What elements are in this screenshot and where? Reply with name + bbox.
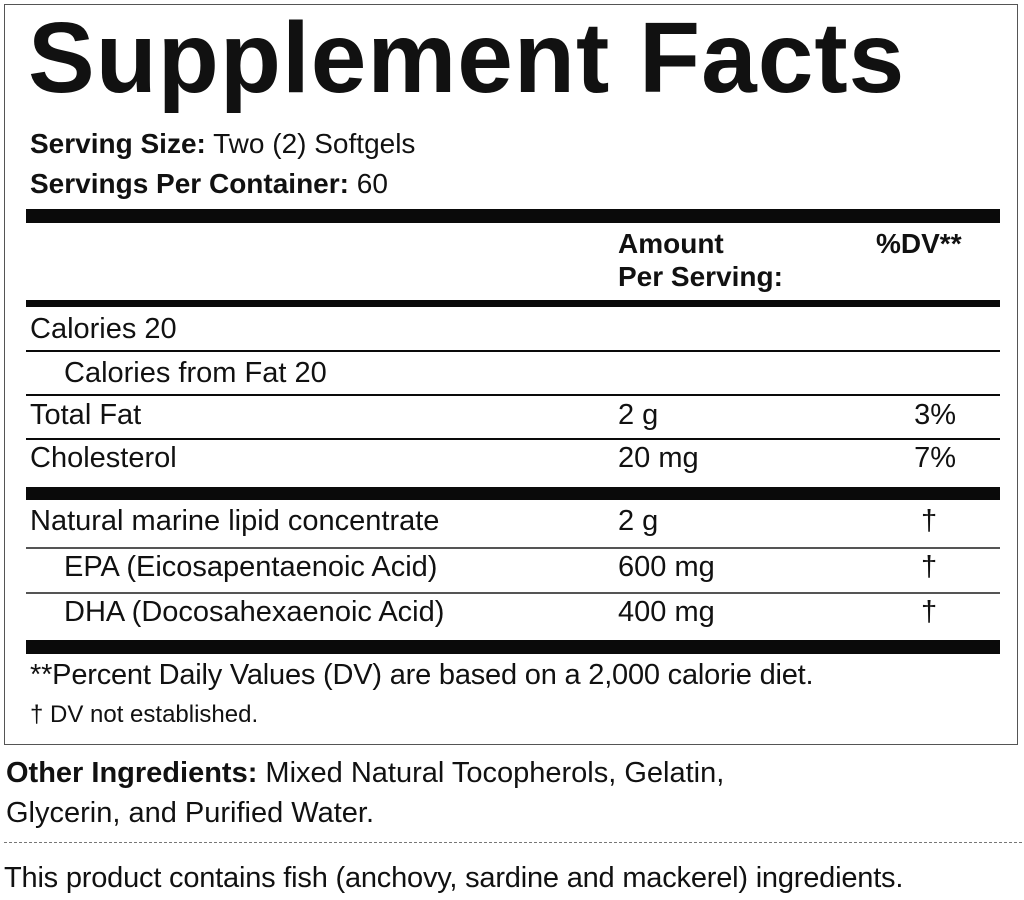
row-name: Calories from Fat 20 [64, 357, 327, 389]
row-amount: 400 mg [618, 596, 715, 628]
row-amount: 2 g [618, 505, 659, 537]
row-name: Total Fat [30, 399, 142, 431]
row-amount: 600 mg [618, 551, 715, 583]
row-name: Calories 20 [30, 313, 177, 345]
row-dv: 7% [914, 442, 956, 474]
divider-thin [26, 438, 1000, 440]
servings-per-container-label: Servings Per Container: [30, 168, 349, 199]
divider-medium [26, 300, 1000, 307]
divider-thin [26, 350, 1000, 352]
other-ingredients-label: Other Ingredients: [6, 757, 258, 789]
other-ingredients: Other Ingredients: Mixed Natural Tocophe… [6, 759, 724, 788]
amount-header: Amount [618, 228, 724, 259]
panel-title: Supplement Facts [28, 2, 906, 114]
other-ingredients-text: Mixed Natural Tocopherols, Gelatin, [265, 757, 725, 789]
other-ingredients-line2: Glycerin, and Purified Water. [6, 797, 375, 829]
supplement-facts-panel [4, 4, 1018, 745]
dv-header: %DV** [876, 228, 962, 259]
row-dv: 3% [914, 399, 956, 431]
row-name: Cholesterol [30, 442, 177, 474]
serving-size: Serving Size: Two (2) Softgels [30, 130, 415, 158]
dashed-divider [4, 842, 1022, 843]
divider-thick [26, 487, 1000, 500]
amount-header-2: Per Serving: [618, 261, 783, 292]
row-dv: † [921, 505, 938, 537]
servings-per-container: Servings Per Container: 60 [30, 170, 388, 198]
row-name: Natural marine lipid concentrate [30, 505, 440, 537]
row-dv: † [921, 551, 938, 583]
row-name: EPA (Eicosapentaenoic Acid) [64, 551, 438, 583]
footnote-dagger: † DV not established. [30, 701, 259, 728]
row-name: DHA (Docosahexaenoic Acid) [64, 596, 445, 628]
servings-per-container-value: 60 [356, 168, 388, 199]
row-amount: 2 g [618, 399, 659, 431]
footnote-dv: **Percent Daily Values (DV) are based on… [30, 659, 814, 691]
divider-thin [26, 592, 1000, 594]
divider-thick [26, 640, 1000, 654]
row-amount: 20 mg [618, 442, 699, 474]
divider-thin [26, 394, 1000, 396]
row-dv: † [921, 596, 938, 628]
divider-thin [26, 547, 1000, 549]
divider-thick [26, 209, 1000, 223]
serving-size-value: Two (2) Softgels [213, 128, 416, 159]
serving-size-label: Serving Size: [30, 128, 206, 159]
allergen-statement: This product contains fish (anchovy, sar… [4, 862, 904, 894]
